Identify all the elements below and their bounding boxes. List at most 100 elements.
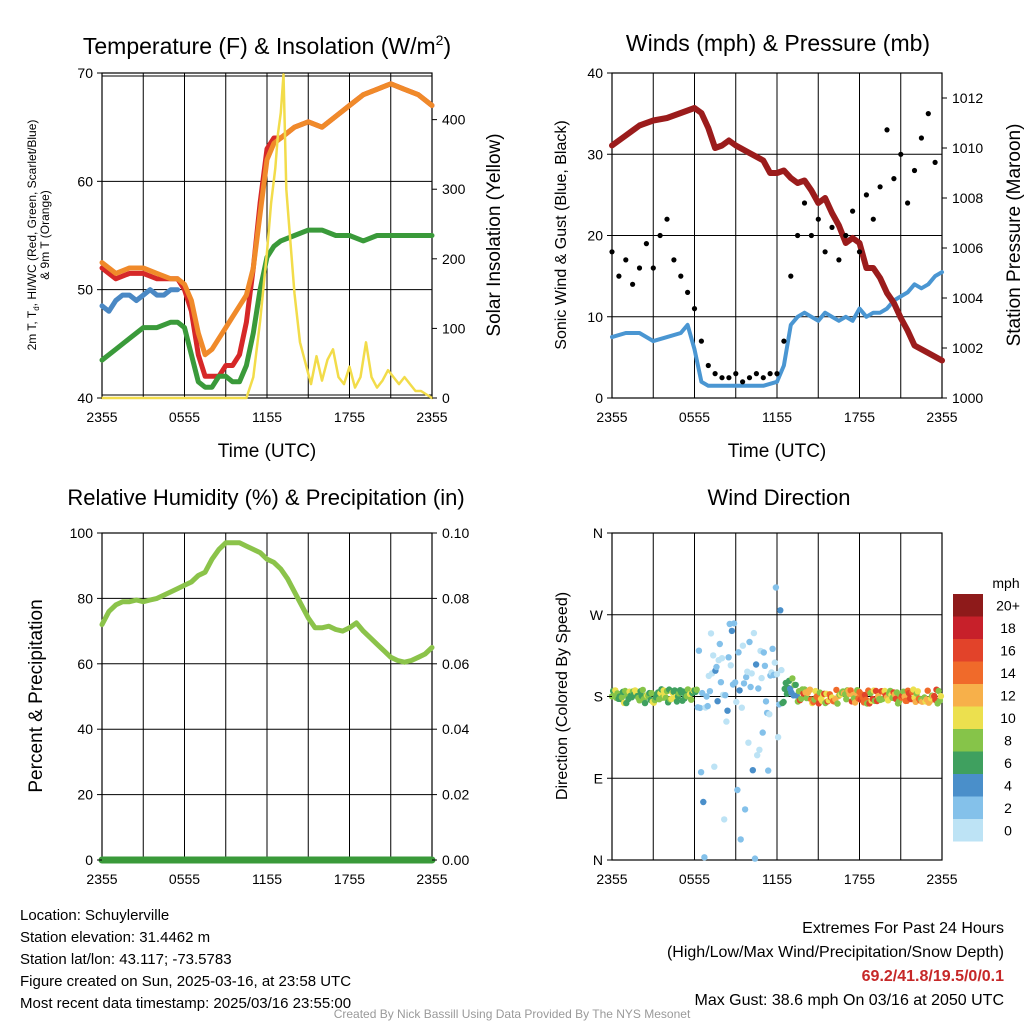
wind-direction-point — [714, 698, 721, 705]
wind-direction-point — [727, 662, 734, 669]
gust-point — [918, 135, 925, 141]
y-tick-label: 40 — [77, 390, 93, 406]
x-tick-label: 2355 — [416, 409, 447, 425]
wind-direction-point — [778, 666, 785, 674]
temperature-ticks: 2355 0555 1155 1755 2355 40 50 60 70 0 100 200 300 40… — [77, 65, 465, 425]
wind-direction-point — [756, 746, 763, 753]
wind-direction-point — [762, 698, 770, 705]
wind-direction-point — [734, 786, 741, 794]
legend-swatch — [953, 706, 983, 729]
wind-direction-point — [755, 685, 762, 692]
legend-swatch — [953, 616, 983, 639]
wind-direction-point — [737, 836, 744, 843]
legend-swatch — [953, 594, 983, 617]
wind-direction-point — [834, 700, 841, 707]
wind-direction-point — [701, 854, 708, 861]
wind-direction-point — [730, 620, 738, 627]
right-tick-label: 1006 — [952, 240, 983, 256]
x-tick-label: 1155 — [762, 409, 792, 425]
y-tick-label: 30 — [587, 146, 603, 162]
speed-legend: mph 0 2 4 6 8 10 12 14 16 18 20+ — [953, 575, 1020, 842]
right-tick-label: 1000 — [952, 390, 983, 406]
gust-point — [767, 371, 773, 377]
wind-direction-point — [765, 767, 772, 774]
legend-label: 14 — [1000, 665, 1016, 681]
x-tick-label: 0555 — [679, 871, 710, 887]
wind-direction-point — [703, 693, 710, 700]
y-tick-label: 80 — [77, 590, 93, 606]
y-tick-label: 0 — [85, 852, 93, 868]
y-tick-label: 60 — [77, 173, 93, 189]
gust-point — [636, 265, 643, 271]
gust-point — [863, 192, 870, 198]
wind-direction-point — [937, 692, 945, 700]
right-tick-label: 0.00 — [442, 852, 469, 868]
wind-direction-point — [707, 630, 715, 637]
gust-point — [698, 338, 705, 344]
wind-direction-point — [736, 687, 743, 694]
gust-point — [891, 176, 897, 182]
temperature-title: Temperature (F) & Insolation (W/m2) — [83, 32, 451, 59]
wind-direction-point — [747, 683, 754, 691]
x-tick-label: 1755 — [844, 871, 875, 887]
wind-direction-point — [750, 629, 758, 637]
right-tick-label: 400 — [442, 112, 466, 128]
temperature-panel: Temperature (F) & Insolation (W/m2) 2m T… — [25, 32, 505, 462]
humidity-ticks: 2355 0555 1155 1755 2355 0 20 40 60 80 100 0.00 0.02… — [70, 525, 470, 887]
temperature-x-label: Time (UTC) — [218, 441, 317, 462]
wind-direction-point — [724, 707, 731, 714]
gust-point — [616, 273, 622, 279]
extremes-title: Extremes For Past 24 Hours — [802, 920, 1004, 937]
wind-direction-point — [760, 649, 767, 656]
solar-insolation-line — [100, 73, 434, 400]
relative-humidity-line — [99, 540, 435, 665]
y-tick-label: S — [594, 689, 603, 705]
x-tick-label: 1755 — [334, 871, 365, 887]
dewpoint-line — [99, 227, 435, 390]
x-tick-label: 1755 — [844, 409, 875, 425]
y-tick-label: 70 — [77, 65, 93, 81]
wind-direction-point — [752, 661, 760, 668]
wind-direction-point — [789, 675, 796, 682]
humidity-grid — [101, 532, 433, 861]
sonic-wind-line — [610, 270, 944, 388]
y-tick-label: 10 — [587, 309, 603, 325]
temperature-series — [99, 73, 435, 400]
legend-label: 18 — [1000, 620, 1016, 636]
wind-direction-point — [718, 655, 726, 662]
legend-label: 6 — [1004, 755, 1012, 771]
right-tick-label: 0.06 — [442, 656, 469, 672]
right-tick-label: 100 — [442, 320, 466, 336]
wind-direction-point — [693, 686, 700, 693]
wind-direction-point — [748, 670, 755, 677]
wind-direction-point — [771, 659, 778, 666]
gust-point — [801, 200, 808, 206]
wind-direction-point — [716, 640, 723, 648]
y-tick-label: W — [590, 607, 604, 623]
gust-point — [898, 151, 904, 157]
wind-direction-point — [749, 767, 756, 774]
legend-label: 0 — [1004, 822, 1012, 838]
wind-direction-point — [688, 696, 695, 703]
wind-direction-point — [648, 690, 655, 697]
y-tick-label: 50 — [77, 282, 93, 298]
legend-swatch — [953, 796, 983, 819]
wind-direction-point — [780, 698, 787, 706]
wind-direction-title: Wind Direction — [707, 485, 850, 510]
legend-swatch — [953, 774, 983, 797]
wind-direction-point — [746, 638, 753, 646]
legend-label: 20+ — [996, 597, 1020, 613]
x-tick-label: 0555 — [169, 409, 200, 425]
gust-point — [788, 273, 794, 279]
y-tick-label: 0 — [595, 390, 603, 406]
wind-direction-point — [758, 674, 765, 682]
gust-point — [733, 371, 739, 377]
legend-label: 2 — [1004, 800, 1012, 816]
wind-direction-panel: Wind Direction Direction (Colored By Spe… — [554, 485, 1020, 887]
gust-point — [705, 362, 711, 369]
station-pressure-line — [609, 105, 945, 364]
extremes-info: Extremes For Past 24 Hours (High/Low/Max… — [667, 917, 1004, 1013]
legend-label: 16 — [1000, 642, 1016, 658]
right-tick-label: 0.04 — [442, 721, 469, 737]
gust-point — [932, 159, 938, 165]
